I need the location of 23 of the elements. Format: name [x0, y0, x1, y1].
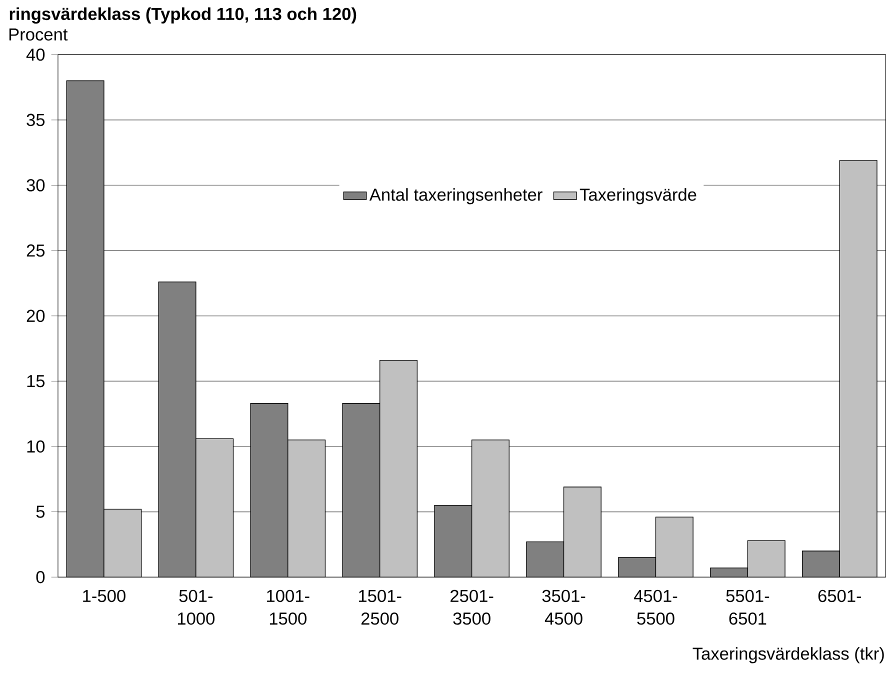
- y-tick-label: 20: [26, 310, 45, 322]
- legend-label: Taxeringsvärde: [580, 188, 696, 204]
- y-axis-title: Procent: [9, 28, 68, 41]
- x-axis-title: Taxeringsvärdeklass (tkr): [692, 647, 884, 664]
- x-tick-label: 1-500: [83, 590, 126, 602]
- y-tick-label: 35: [26, 114, 45, 126]
- x-tick-label: 4501-5500: [634, 590, 678, 625]
- y-tick-label: 10: [27, 440, 45, 453]
- x-tick-label: 3501-4500: [542, 590, 586, 625]
- x-tick-label: 1001-1500: [267, 590, 310, 625]
- x-tick-label: 501-1000: [178, 590, 215, 625]
- x-tick-label: 2501-3500: [450, 590, 494, 625]
- y-tick-label: 0: [36, 571, 45, 584]
- y-tick-label: 30: [26, 179, 45, 192]
- x-tick-label: 1501-2500: [359, 590, 402, 625]
- y-tick-label: 5: [36, 506, 45, 518]
- y-tick-label: 15: [27, 375, 45, 388]
- x-tick-label: 5501-6501: [726, 590, 770, 625]
- x-tick-label: 6501-: [818, 590, 862, 602]
- y-tick-label: 25: [26, 244, 45, 257]
- chart-title: ringsvärdeklass (Typkod 110, 113 och 120): [10, 7, 356, 24]
- legend-label: Antal taxeringsenheter: [369, 188, 542, 204]
- y-tick-label: 40: [26, 48, 45, 61]
